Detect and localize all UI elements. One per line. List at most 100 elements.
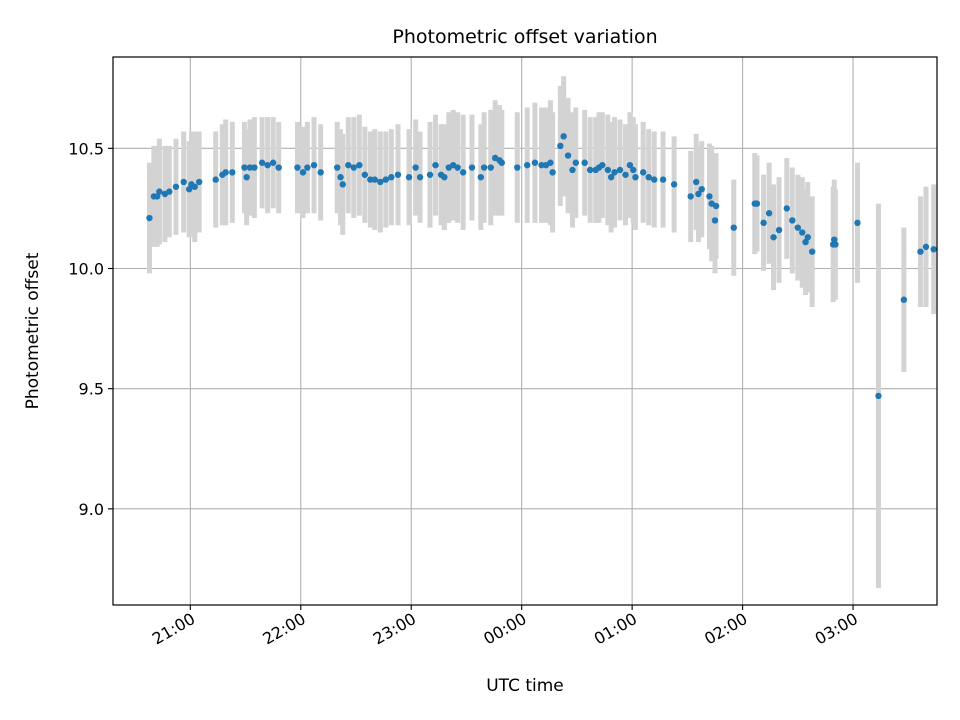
data-point: [622, 171, 629, 178]
data-point: [659, 176, 667, 183]
data-point: [195, 178, 203, 186]
x-axis-label: UTC time: [486, 676, 564, 696]
data-point: [212, 176, 219, 183]
data-point: [334, 164, 341, 171]
data-point: [251, 164, 258, 171]
data-point: [166, 188, 173, 195]
data-point: [243, 173, 250, 181]
y-tick-label: 9.5: [79, 380, 104, 399]
data-point: [917, 248, 924, 255]
y-tick-label: 10.0: [68, 260, 104, 279]
data-point: [310, 161, 318, 169]
data-point: [412, 164, 419, 171]
data-point: [468, 164, 476, 171]
data-point: [808, 248, 816, 255]
data-point: [269, 159, 277, 166]
data-point: [783, 205, 790, 212]
data-point: [706, 193, 713, 200]
data-point: [426, 171, 434, 178]
data-point: [832, 241, 839, 248]
data-point: [569, 166, 576, 174]
data-point: [875, 392, 882, 400]
data-point: [377, 178, 384, 186]
data-point: [294, 164, 301, 171]
data-point: [345, 161, 352, 169]
data-point: [760, 219, 767, 227]
data-point: [712, 202, 720, 210]
data-point: [441, 173, 448, 181]
data-point: [337, 173, 344, 181]
data-point: [630, 166, 637, 174]
data-point: [146, 214, 153, 222]
data-point: [371, 176, 378, 183]
data-point: [416, 173, 424, 181]
data-point: [454, 164, 461, 171]
data-point: [854, 219, 861, 227]
data-point: [695, 190, 702, 198]
data-point: [299, 169, 307, 176]
data-point: [487, 164, 494, 171]
chart-title: Photometric offset variation: [392, 26, 657, 48]
data-point: [477, 173, 485, 181]
data-point: [693, 178, 700, 186]
data-point: [804, 234, 811, 241]
y-axis-ticks: 9.0 9.5 10.0 10.5: [68, 139, 113, 519]
data-point: [711, 217, 719, 224]
data-point: [547, 159, 554, 166]
data-point: [246, 164, 254, 171]
data-point: [382, 176, 390, 183]
data-point: [514, 164, 521, 171]
data-point: [459, 169, 467, 176]
data-point: [557, 142, 564, 150]
data-point: [258, 159, 266, 166]
data-point: [229, 169, 236, 176]
data-point: [599, 161, 606, 169]
data-point: [394, 171, 402, 178]
data-point: [304, 164, 311, 171]
data-point: [524, 161, 531, 169]
data-point: [794, 224, 802, 231]
data-point: [339, 181, 346, 188]
data-point: [775, 226, 783, 234]
data-point: [922, 243, 930, 251]
data-point: [639, 169, 647, 176]
data-point: [564, 152, 572, 159]
data-point: [900, 296, 908, 303]
data-point: [802, 238, 809, 246]
data-point: [180, 178, 187, 186]
data-point: [770, 234, 777, 241]
data-point: [581, 159, 588, 166]
data-point: [616, 166, 624, 174]
data-point: [604, 166, 612, 174]
data-point: [153, 193, 161, 200]
data-point: [930, 246, 937, 253]
data-point: [698, 185, 705, 193]
data-point: [645, 173, 652, 181]
data-point: [789, 217, 796, 224]
data-point: [670, 181, 678, 188]
data-points: [146, 133, 937, 400]
data-point: [632, 173, 639, 181]
y-tick-label: 10.5: [68, 139, 104, 158]
data-point: [156, 188, 163, 195]
data-point: [572, 159, 580, 166]
data-point: [405, 173, 413, 181]
plot-frame: [112, 56, 938, 606]
data-point: [432, 161, 439, 169]
data-point: [361, 171, 369, 178]
data-point: [241, 164, 248, 171]
y-tick-label: 9.0: [79, 500, 104, 519]
data-point: [607, 173, 615, 181]
data-point: [388, 173, 395, 181]
data-point: [538, 161, 545, 169]
data-point: [317, 169, 324, 176]
data-point: [498, 159, 506, 166]
data-point: [765, 210, 773, 217]
data-point: [350, 164, 357, 171]
data-point: [831, 236, 838, 243]
data-point: [356, 161, 363, 169]
data-point: [730, 224, 737, 231]
data-point: [549, 169, 556, 176]
data-point: [626, 161, 634, 169]
